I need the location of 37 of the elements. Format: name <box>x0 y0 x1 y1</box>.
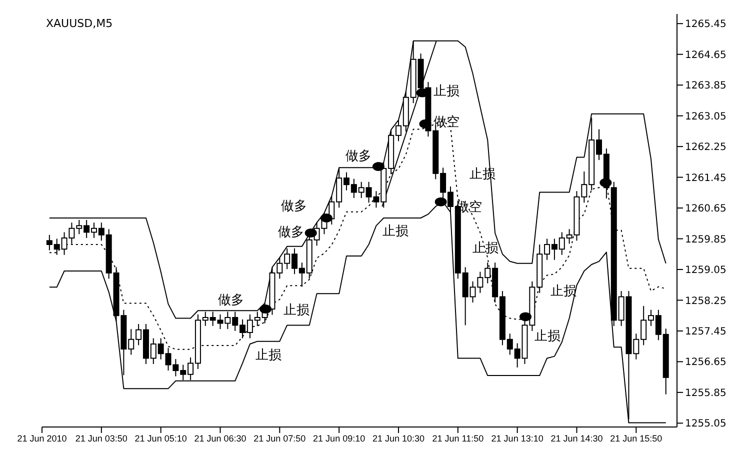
x-tick-label: 21 Jun 11:50 <box>432 433 484 444</box>
chart-title: XAUUSD,M5 <box>46 17 113 30</box>
x-tick-label: 21 Jun 15:50 <box>610 433 662 444</box>
annotation: 做多 <box>346 148 372 164</box>
x-tick-label: 21 Jun 07:50 <box>254 433 306 444</box>
x-tick-label: 21 Jun 10:30 <box>372 433 425 444</box>
annotation: 做多 <box>278 224 304 240</box>
y-tick-label: 1256.65 <box>685 357 726 368</box>
y-tick-label: 1263.85 <box>685 80 726 92</box>
annotation: 止损 <box>284 302 310 318</box>
x-tick-label: 21 Jun 03:50 <box>75 433 128 444</box>
y-tick-label: 1263.05 <box>685 111 726 122</box>
y-tick-label: 1258.25 <box>685 296 726 307</box>
y-tick-label: 1257.45 <box>685 326 726 338</box>
y-tick-label: 1259.05 <box>685 265 726 276</box>
annotation: 止损 <box>534 328 560 344</box>
x-tick-label: 21 Jun 05:10 <box>134 433 187 444</box>
annotation: 止损 <box>256 348 282 363</box>
annotation: 做多 <box>218 293 244 308</box>
annotation: 止损 <box>382 224 408 239</box>
x-tick-label: 21 Jun 06:30 <box>194 433 246 444</box>
y-tick-label: 1259.85 <box>685 234 726 246</box>
y-tick-label: 1255.85 <box>685 388 726 399</box>
x-tick-label: 21 Jun 09:10 <box>313 433 366 444</box>
y-tick-label: 1264.65 <box>685 50 726 61</box>
y-tick-label: 1255.05 <box>685 418 726 430</box>
y-tick-label: 1262.25 <box>685 142 726 154</box>
annotation: 止损 <box>472 241 498 256</box>
y-tick-label: 1260.65 <box>685 204 726 215</box>
y-tick-label: 1261.45 <box>685 172 726 184</box>
annotation: 做多 <box>280 199 307 214</box>
x-tick-label: 21 Jun 14:30 <box>550 433 603 444</box>
y-tick-label: 1265.45 <box>685 19 726 30</box>
x-tick-label: 21 Jun 2010 <box>17 433 67 444</box>
annotation: 做空 <box>434 115 460 130</box>
x-tick-label: 21 Jun 13:10 <box>491 433 544 444</box>
annotation: 止损 <box>434 84 460 100</box>
